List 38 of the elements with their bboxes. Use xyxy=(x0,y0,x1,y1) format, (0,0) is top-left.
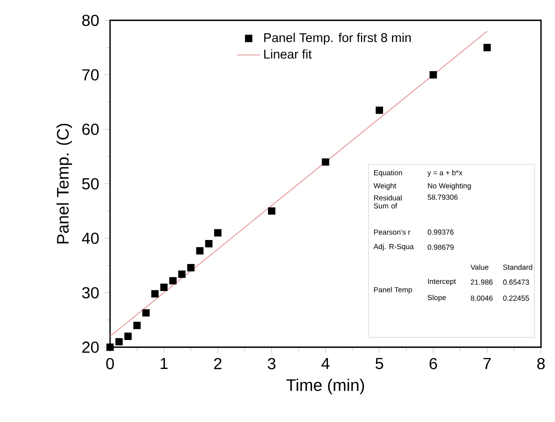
point xyxy=(169,276,177,284)
x-tick-label: 6 xyxy=(430,358,438,370)
x-tick-label: 7 xyxy=(483,358,491,369)
x-tick-label: 5 xyxy=(376,358,384,369)
y-tick-label: 40 xyxy=(82,232,99,244)
y-tick-label: 50 xyxy=(82,178,99,190)
y-tick-label: 30 xyxy=(82,286,99,298)
y-tick-label: 70 xyxy=(82,69,99,80)
x-tick-label: 1 xyxy=(160,358,168,369)
point xyxy=(160,283,168,291)
point xyxy=(187,264,195,272)
point xyxy=(178,270,186,278)
x-tick-label: 0 xyxy=(106,358,114,370)
x-tick-label: 8 xyxy=(537,358,545,370)
point xyxy=(106,343,114,351)
x-tick-label: 2 xyxy=(214,358,222,369)
point xyxy=(483,44,491,52)
point xyxy=(322,158,330,166)
legend-label: Panel Temp. for first 8 min xyxy=(264,32,411,45)
y-axis-title: Panel Temp. (C) xyxy=(56,124,72,244)
legend-label: Linear fit xyxy=(264,49,312,59)
y-tick-label: 60 xyxy=(82,124,99,135)
point xyxy=(196,246,204,254)
point xyxy=(142,309,150,316)
x-axis-title: Time (min) xyxy=(286,378,364,394)
x-tick-label: 3 xyxy=(268,358,276,370)
point xyxy=(115,338,123,346)
point xyxy=(151,290,159,298)
y-tick-label: 20 xyxy=(82,341,99,353)
point xyxy=(133,322,141,329)
point xyxy=(376,106,384,114)
y-tick-label: 80 xyxy=(82,14,99,26)
x-tick-label: 4 xyxy=(321,358,330,369)
point xyxy=(214,229,222,236)
point xyxy=(205,240,212,248)
point xyxy=(124,332,132,340)
point xyxy=(430,71,437,78)
point xyxy=(268,207,276,215)
